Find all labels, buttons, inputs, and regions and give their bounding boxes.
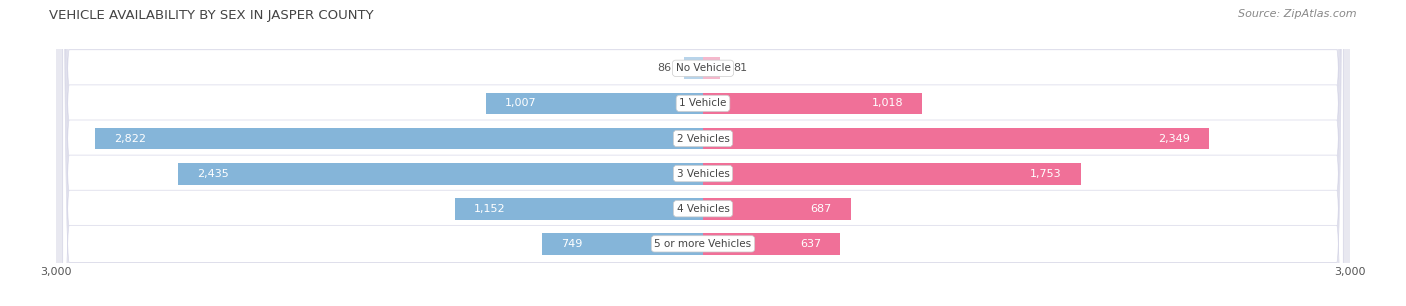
Bar	[703, 198, 851, 220]
Text: 637: 637	[800, 239, 821, 249]
FancyBboxPatch shape	[63, 0, 1343, 306]
Text: 1,753: 1,753	[1031, 169, 1062, 179]
Text: 86: 86	[658, 63, 672, 73]
Text: 1,152: 1,152	[474, 204, 506, 214]
Text: Source: ZipAtlas.com: Source: ZipAtlas.com	[1239, 9, 1357, 19]
Text: 2 Vehicles: 2 Vehicles	[676, 133, 730, 144]
Text: No Vehicle: No Vehicle	[675, 63, 731, 73]
FancyBboxPatch shape	[63, 0, 1343, 306]
FancyBboxPatch shape	[63, 0, 1343, 306]
Bar	[703, 163, 1081, 185]
Bar	[454, 198, 703, 220]
Bar	[703, 92, 922, 114]
Text: 3 Vehicles: 3 Vehicles	[676, 169, 730, 179]
Bar	[486, 92, 703, 114]
Bar	[541, 233, 703, 255]
Text: 2,435: 2,435	[197, 169, 229, 179]
Bar	[179, 163, 703, 185]
Text: 81: 81	[734, 63, 748, 73]
Bar	[703, 128, 1209, 149]
Text: 4 Vehicles: 4 Vehicles	[676, 204, 730, 214]
Bar	[685, 58, 703, 79]
Text: 2,822: 2,822	[114, 133, 146, 144]
Bar	[94, 128, 703, 149]
Text: 749: 749	[561, 239, 582, 249]
FancyBboxPatch shape	[63, 0, 1343, 306]
Text: 1,018: 1,018	[872, 99, 903, 108]
Text: VEHICLE AVAILABILITY BY SEX IN JASPER COUNTY: VEHICLE AVAILABILITY BY SEX IN JASPER CO…	[49, 9, 374, 22]
Text: 1,007: 1,007	[505, 99, 537, 108]
FancyBboxPatch shape	[63, 0, 1343, 306]
Text: 2,349: 2,349	[1159, 133, 1189, 144]
Text: 1 Vehicle: 1 Vehicle	[679, 99, 727, 108]
Text: 5 or more Vehicles: 5 or more Vehicles	[654, 239, 752, 249]
Bar	[703, 233, 841, 255]
FancyBboxPatch shape	[63, 0, 1343, 306]
Text: 687: 687	[810, 204, 832, 214]
Bar	[703, 58, 720, 79]
